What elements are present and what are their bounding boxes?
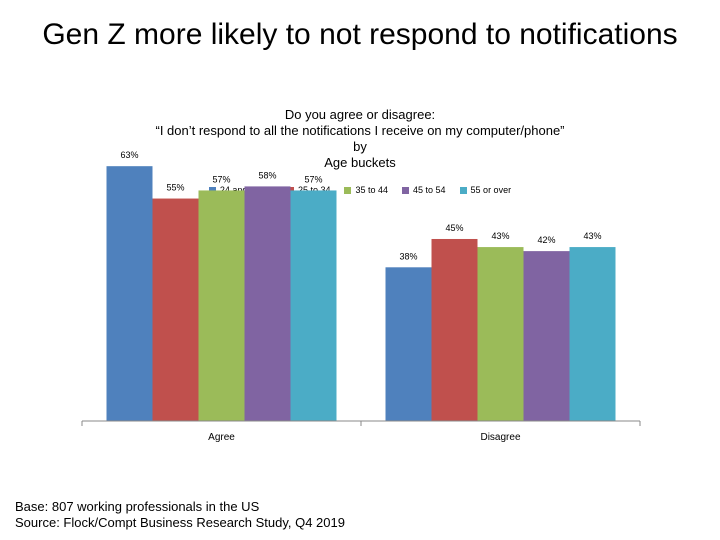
footer-source: Source: Flock/Compt Business Research St… [15, 515, 345, 530]
data-label: 43% [583, 231, 601, 241]
bar-agree-series-1 [152, 198, 199, 421]
bar-disagree-series-1 [431, 238, 478, 421]
legend-swatch [459, 186, 467, 194]
footer-base: Base: 807 working professionals in the U… [15, 499, 260, 514]
legend-item-35-to-44: 35 to 44 [344, 185, 388, 195]
legend-swatch [344, 186, 352, 194]
legend-label: 25 to 34 [297, 185, 331, 195]
data-label: 45% [445, 223, 463, 233]
legend-swatch [402, 186, 410, 194]
bar-disagree-series-3 [523, 251, 570, 421]
bar-agree-series-0 [106, 166, 153, 421]
bar-agree-series-4 [290, 190, 337, 421]
legend-item-45-to-54: 45 to 54 [402, 185, 446, 195]
legend-label: 45 to 54 [413, 185, 446, 195]
chart-title: Do you agree or disagree: “I don’t respo… [0, 107, 720, 171]
legend-swatch [208, 186, 216, 194]
data-label: 57% [304, 174, 322, 184]
data-label: 57% [212, 174, 230, 184]
x-tick-label: Disagree [480, 432, 520, 443]
data-label: 63% [120, 150, 138, 160]
bar-agree-series-2 [198, 190, 245, 421]
bar-agree-series-3 [244, 186, 291, 421]
legend-label: 35 to 44 [355, 185, 389, 195]
data-label: 42% [537, 235, 555, 245]
footer: Base: 807 working professionals in the U… [15, 499, 345, 531]
data-label: 38% [399, 251, 417, 261]
bar-disagree-series-4 [569, 247, 616, 421]
chart-title-line-2: “I don’t respond to all the notification… [155, 123, 565, 138]
bar-disagree-series-0 [385, 267, 432, 421]
slide-title: Gen Z more likely to not respond to noti… [42, 18, 678, 51]
chart-title-line-1: Do you agree or disagree: [284, 107, 436, 122]
legend-label: 55 or over [470, 185, 512, 195]
bar-disagree-series-2 [477, 247, 524, 421]
chart-title-line-3: by [353, 139, 367, 154]
data-label: 43% [491, 231, 509, 241]
chart-title-line-4: Age buckets [324, 155, 396, 170]
x-tick-label: Agree [208, 432, 235, 443]
data-label: 58% [258, 170, 276, 180]
data-label: 55% [166, 183, 184, 193]
legend-item-55-or-over: 55 or over [459, 185, 512, 195]
